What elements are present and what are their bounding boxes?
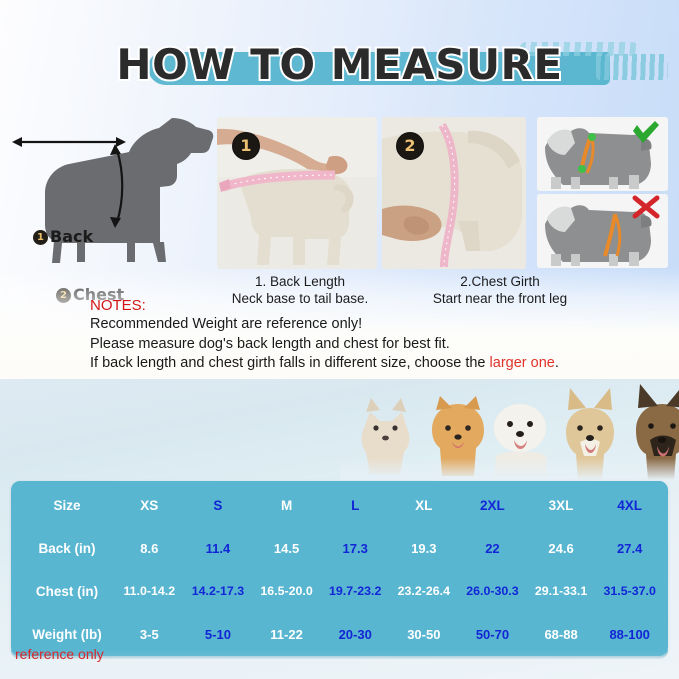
page-title: HOW TO MEASURE — [114, 38, 564, 91]
correct-position-photo — [537, 117, 668, 191]
notes-line-3: If back length and chest girth falls in … — [90, 354, 650, 374]
dog-size-lineup — [340, 382, 679, 480]
notes-block: NOTES: Recommended Weight are reference … — [90, 296, 650, 374]
caption-back-length: 1. Back Length Neck base to tail base. — [216, 273, 384, 307]
notes-line-1: Recommended Weight are reference only! — [90, 316, 363, 332]
caption-chest-girth: 2.Chest Girth Start near the front leg — [400, 273, 600, 307]
table-cell-weight-2xl: 50-70 — [475, 627, 510, 642]
notes-line-3-post: . — [554, 355, 559, 371]
size-chart-table: Size XS S M L XL 2XL 3XL 4XL Back (in) 8.6 11.4 14.… — [11, 481, 668, 656]
table-cell-size-xs: XS — [140, 498, 159, 513]
table-cell-size-2xl: 2XL — [480, 498, 505, 513]
table-cell-size-4xl: 4XL — [617, 498, 643, 513]
incorrect-position-photo — [537, 194, 668, 268]
table-cell-chest-m: 16.5-20.0 — [260, 584, 313, 598]
notes-line-3-pre: If back length and chest girth falls in … — [90, 355, 490, 371]
table-cell-back-xl: 19.3 — [411, 541, 437, 556]
title-banner: HOW TO MEASURE — [0, 36, 679, 96]
badge-1-icon: 1 — [33, 230, 48, 245]
table-cell-chest-l: 19.7-23.2 — [329, 584, 382, 598]
table-cell-back-s: 11.4 — [205, 541, 231, 556]
step-1-badge: 1 — [232, 132, 260, 160]
caption-back-line2: Neck base to tail base. — [231, 291, 369, 306]
table-cell-chest-3xl: 29.1-33.1 — [534, 584, 588, 598]
table-cell-chest-xl: 23.2-26.4 — [397, 584, 450, 598]
table-cell-size-3xl: 3XL — [548, 498, 574, 513]
table-cell-size-l: L — [351, 498, 360, 513]
table-row-chest: Chest (in) 11.0-14.2 14.2-17.3 16.5-20.0 19.… — [11, 570, 668, 613]
notes-line-3-highlight: larger one — [489, 355, 555, 371]
dog-side-silhouette — [45, 118, 214, 263]
table-cell-back-xs: 8.6 — [140, 541, 159, 556]
caption-chest-line2: Start near the front leg — [432, 291, 568, 306]
notes-title: NOTES: — [90, 297, 146, 314]
table-cell-weight-xs: 3-5 — [139, 627, 159, 642]
table-cell-weight-m: 11-22 — [270, 627, 303, 642]
table-cell-weight-4xl: 88-100 — [609, 627, 650, 642]
table-cell-size-s: S — [213, 498, 223, 513]
table-bottom-edge — [11, 650, 668, 659]
back-label-text: Back — [50, 227, 94, 246]
notes-line-2: Please measure dog's back length and che… — [90, 335, 450, 352]
table-cell-size-m: M — [280, 498, 293, 513]
table-cell-weight-s: 5-10 — [204, 627, 231, 642]
step-2-badge: 2 — [396, 132, 424, 160]
table-cell-back-m: 14.5 — [273, 541, 300, 556]
table-rowlabel-size: Size — [53, 498, 81, 513]
back-measurement-label: 1 Back — [33, 227, 93, 246]
measurement-arrows — [12, 137, 126, 228]
table-cell-chest-4xl: 31.5-37.0 — [603, 584, 656, 598]
table-cell-chest-2xl: 26.0-30.3 — [466, 584, 519, 598]
table-cell-weight-l: 20-30 — [338, 627, 372, 642]
caption-chest-line1: 2.Chest Girth — [460, 274, 540, 289]
caption-back-line1: 1. Back Length — [254, 274, 346, 289]
table-row-weight: Weight (lb) 3-5 5-10 11-22 20-30 30-50 50-70 68… — [11, 613, 668, 656]
table-cell-weight-3xl: 68-88 — [544, 627, 578, 642]
brush-splatter-decoration — [520, 42, 638, 56]
table-row-size: Size XS S M L XL 2XL 3XL 4XL — [11, 484, 668, 527]
table-rowlabel-weight: Weight (lb) — [32, 627, 102, 642]
table-row-back: Back (in) 8.6 11.4 14.5 17.3 19.3 22 24.6 27.4 — [11, 527, 668, 570]
reference-only-note: reference only — [15, 646, 104, 662]
table-rowlabel-back: Back (in) — [38, 541, 96, 556]
table-cell-size-xl: XL — [415, 498, 433, 513]
table-cell-back-3xl: 24.6 — [548, 541, 574, 556]
table-rowlabel-chest: Chest (in) — [35, 584, 99, 599]
table-cell-chest-s: 14.2-17.3 — [191, 584, 245, 598]
table-cell-back-l: 17.3 — [342, 541, 368, 556]
brush-stroke-decoration — [148, 52, 668, 85]
table-cell-chest-xs: 11.0-14.2 — [123, 584, 176, 598]
table-cell-back-2xl: 22 — [485, 541, 500, 556]
table-cell-weight-xl: 30-50 — [407, 627, 441, 642]
section-fade-overlay — [0, 268, 679, 379]
table-cell-back-4xl: 27.4 — [617, 541, 643, 556]
